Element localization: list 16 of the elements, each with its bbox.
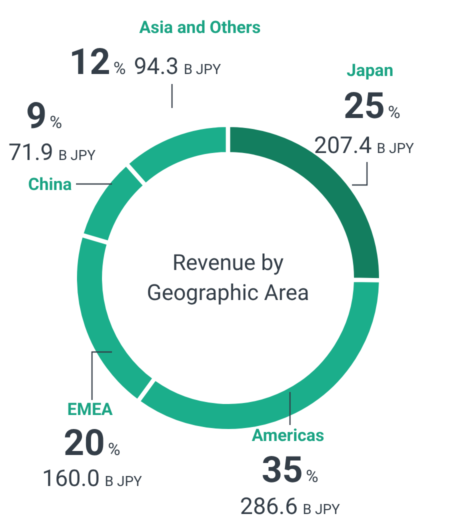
text: 12%	[69, 41, 126, 83]
text: 9%	[26, 95, 62, 137]
data-label: 286.6 B JPY	[240, 493, 341, 520]
text: Revenue by Geographic Area	[146, 251, 310, 306]
text: 20%	[64, 422, 120, 464]
slice-label: Asia and Others	[139, 18, 262, 38]
text: 35%	[262, 449, 318, 491]
data-label: 71.9 B JPY	[8, 139, 96, 166]
slice-label: China	[28, 175, 72, 195]
slice-label: EMEA	[67, 400, 114, 420]
data-label: 160.0 B JPY	[42, 465, 143, 492]
slice-label: Americas	[252, 426, 324, 446]
text: 25%	[344, 85, 400, 127]
slice-label: Japan	[346, 61, 394, 81]
data-label: 207.4 B JPY	[314, 132, 415, 159]
data-label: 94.3 B JPY	[134, 53, 222, 80]
